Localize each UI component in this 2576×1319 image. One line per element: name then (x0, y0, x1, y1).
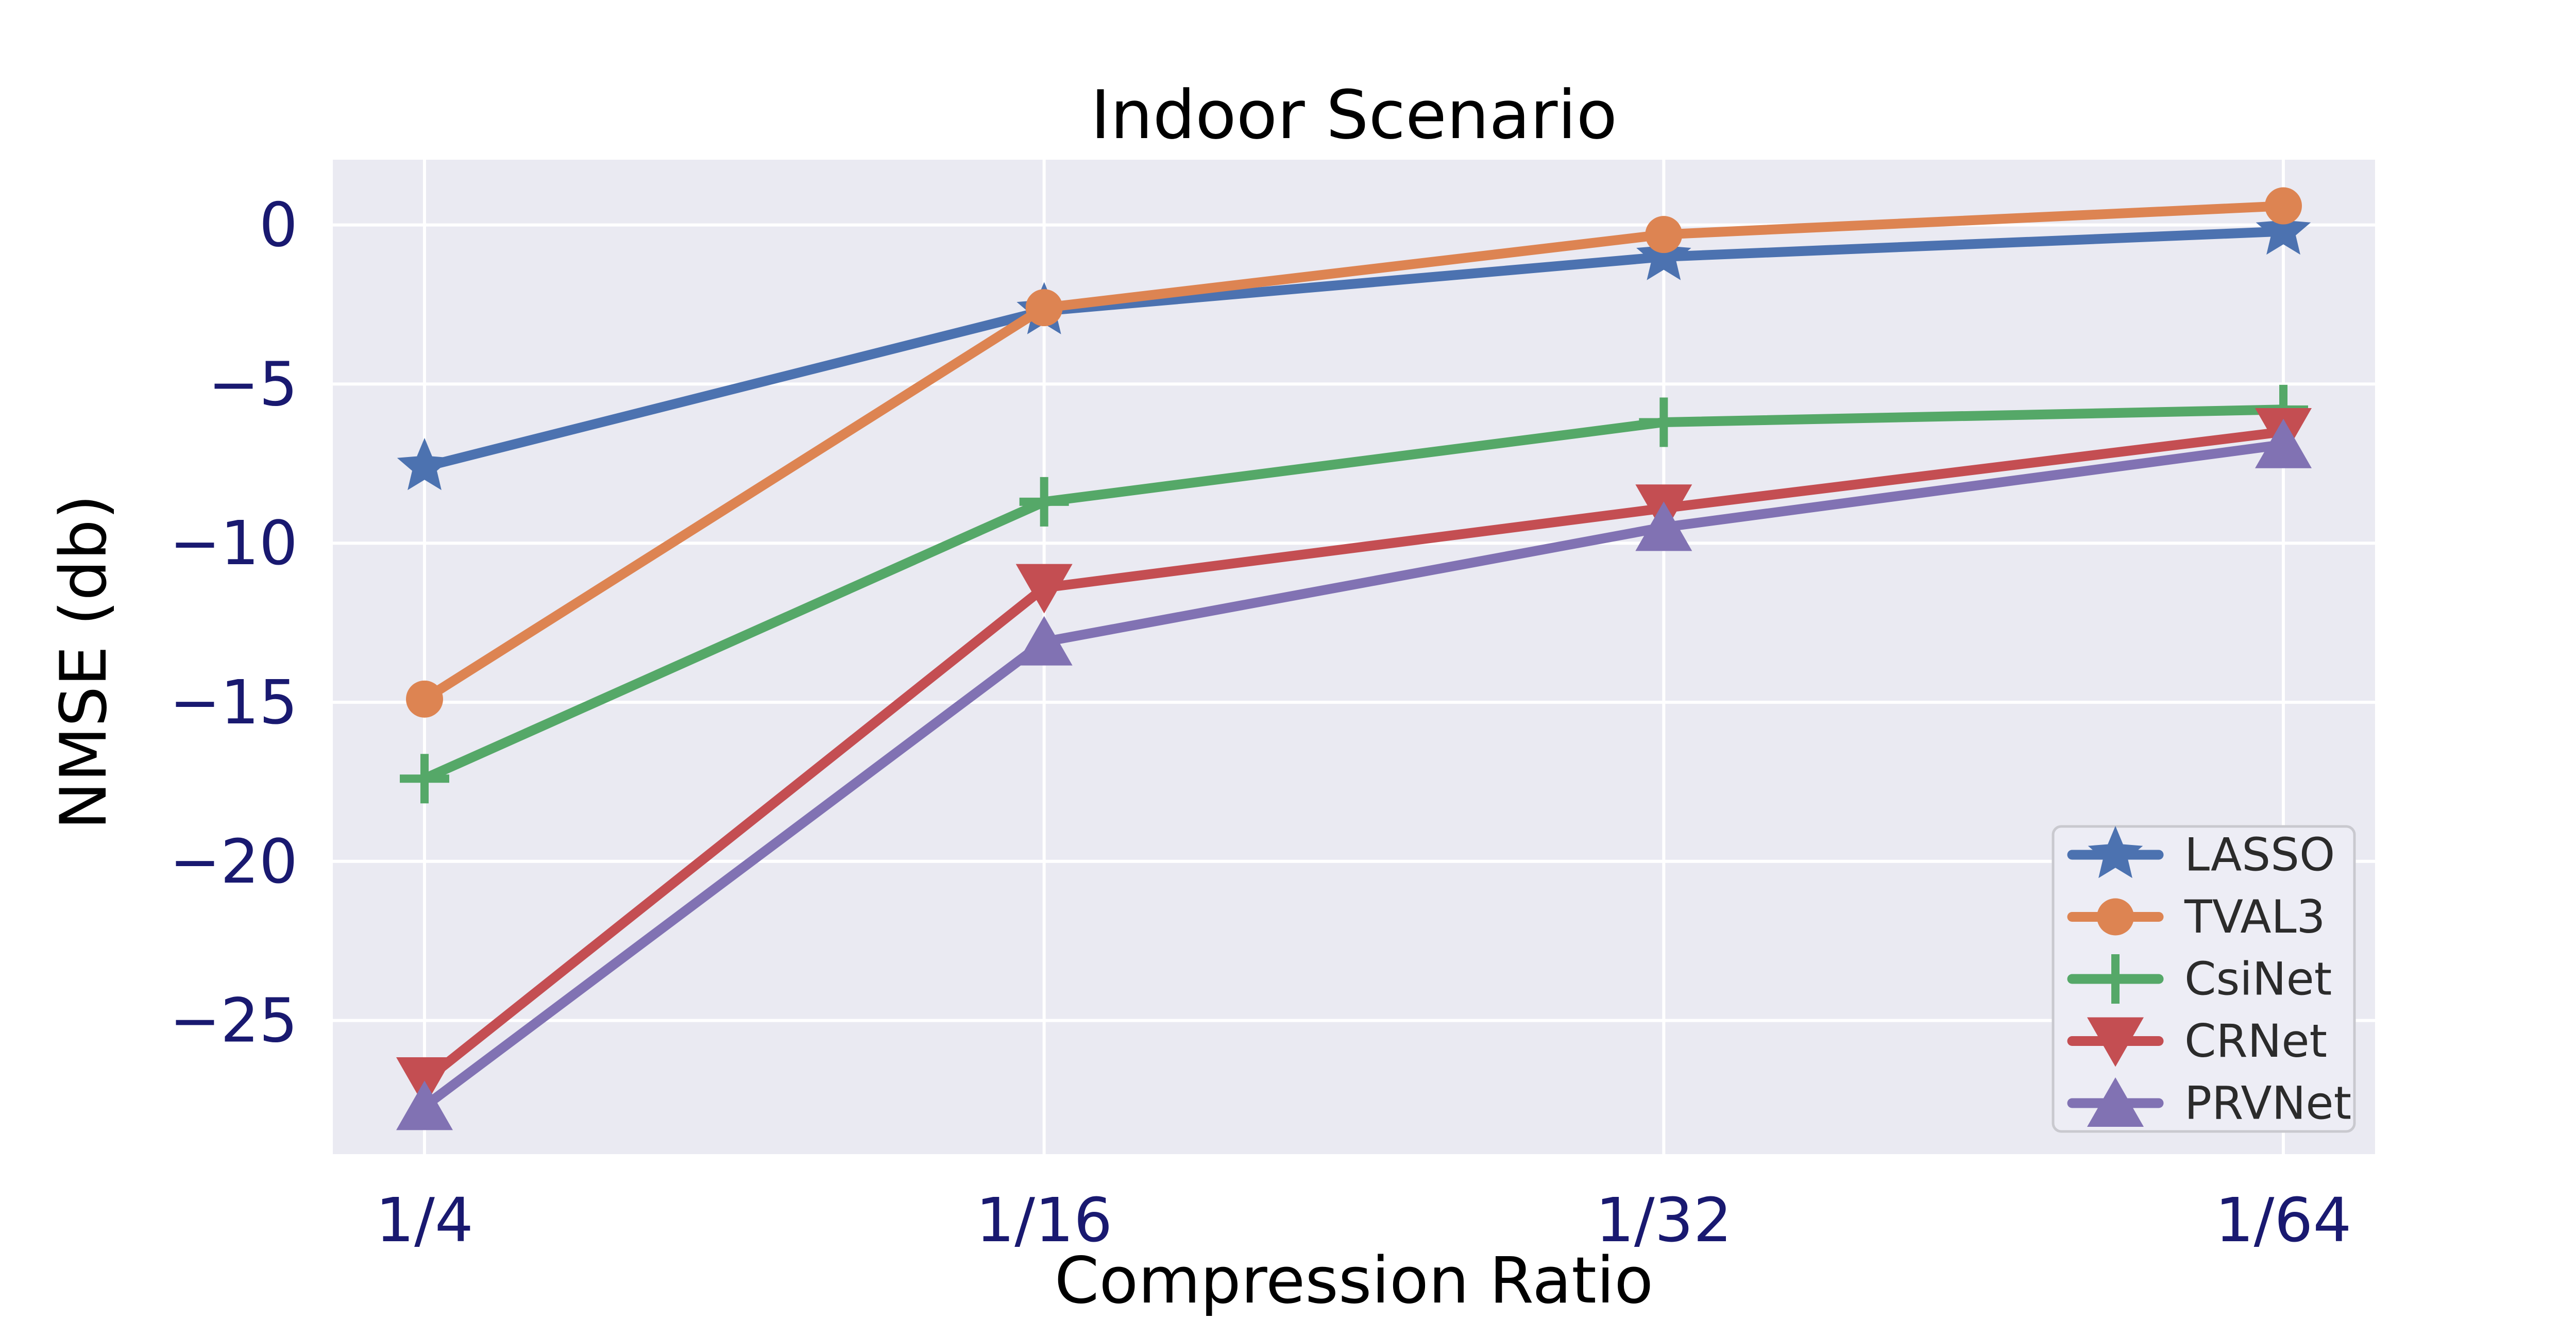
legend-item-TVAL3: TVAL3 (2067, 890, 2326, 943)
legend-item-LASSO: LASSO (2067, 826, 2335, 882)
marker-triangle-up-PRVNet (1015, 616, 1073, 666)
chart-title: Indoor Scenario (1091, 76, 1617, 154)
x-tick-label: 1/32 (1596, 1185, 1732, 1256)
series-line-LASSO (419, 226, 2289, 472)
y-tick-label: −15 (170, 667, 298, 738)
series-line-CRNet (419, 427, 2289, 1086)
legend-label-TVAL3: TVAL3 (2184, 890, 2326, 943)
y-axis-label: NMSE (db) (47, 495, 121, 830)
legend-box (2052, 825, 2356, 1133)
marker-triangle-up-PRVNet-legend (2087, 1077, 2144, 1127)
y-tick-label: −10 (170, 508, 298, 579)
legend-item-PRVNet: PRVNet (2067, 1077, 2351, 1130)
marker-triangle-up-PRVNet (2255, 418, 2312, 468)
legend-label-CRNet: CRNet (2184, 1014, 2327, 1068)
marker-circle-TVAL3 (406, 680, 443, 718)
marker-star-LASSO-legend (2088, 826, 2143, 878)
y-tick-label: −5 (208, 348, 298, 419)
marker-star-LASSO (2256, 202, 2311, 255)
marker-triangle-down-CRNet-legend (2087, 1017, 2144, 1067)
x-axis-label: Compression Ratio (1055, 1244, 1653, 1318)
marker-circle-TVAL3-legend (2097, 898, 2134, 936)
legend-label-PRVNet: PRVNet (2184, 1077, 2351, 1130)
legend: LASSO TVAL3 CsiNet CRNet PRVNet (2052, 825, 2356, 1133)
plot-background (333, 160, 2375, 1154)
marker-star-LASSO (1636, 228, 1691, 280)
series-line-CsiNet (419, 404, 2289, 784)
series-line-TVAL3 (419, 201, 2289, 704)
marker-triangle-up-PRVNet (1635, 501, 1692, 551)
marker-triangle-down-CRNet (1015, 564, 1073, 614)
marker-star-LASSO (397, 438, 452, 491)
marker-circle-TVAL3 (1025, 289, 1063, 327)
legend-label-LASSO: LASSO (2184, 828, 2335, 882)
series-line-PRVNet (419, 439, 2289, 1111)
marker-circle-TVAL3 (1645, 216, 1683, 253)
marker-circle-TVAL3 (2265, 187, 2302, 225)
y-tick-label: 0 (259, 190, 298, 261)
y-tick-label: −20 (170, 826, 298, 897)
x-tick-label: 1/64 (2215, 1185, 2352, 1256)
legend-label-CsiNet: CsiNet (2184, 953, 2332, 1006)
series-TVAL3 (406, 187, 2302, 718)
legend-item-CRNet: CRNet (2067, 1014, 2327, 1068)
axis-tick-labels: 0 −5 −10 −15 −20 −25 1/4 1/16 1/32 1/64 (170, 190, 2352, 1256)
plot-area-layer (333, 160, 2375, 1154)
legend-item-CsiNet: CsiNet (2067, 953, 2332, 1006)
x-tick-label: 1/4 (376, 1185, 473, 1256)
series-layer (396, 187, 2312, 1130)
y-tick-label: −25 (170, 985, 298, 1056)
series-PRVNet (396, 418, 2312, 1130)
x-tick-label: 1/16 (976, 1185, 1112, 1256)
marker-triangle-up-PRVNet (396, 1080, 453, 1130)
